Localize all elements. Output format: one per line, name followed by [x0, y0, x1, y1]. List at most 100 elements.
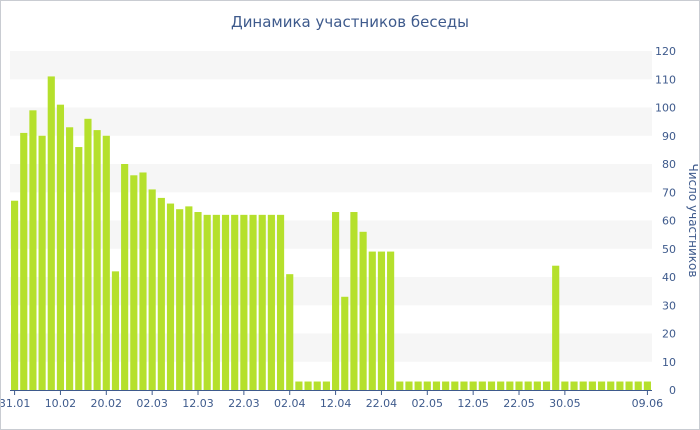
bar: [469, 381, 477, 390]
grid-band: [10, 51, 652, 80]
bar: [240, 214, 248, 390]
bar: [533, 381, 541, 390]
bar: [212, 214, 220, 390]
bar: [176, 209, 184, 390]
x-tick-label: 12.05: [457, 397, 489, 410]
grid-band: [10, 220, 652, 249]
bar: [258, 214, 266, 390]
x-tick-label: 02.05: [412, 397, 444, 410]
bar: [313, 381, 321, 390]
bar: [478, 381, 486, 390]
bar: [47, 76, 55, 391]
bar: [414, 381, 422, 390]
bar: [157, 197, 165, 390]
bar: [11, 200, 19, 390]
bar: [597, 381, 606, 390]
bar: [267, 214, 275, 390]
bar: [515, 381, 523, 390]
x-tick-label: 09.06: [632, 397, 664, 410]
bar: [432, 381, 441, 390]
bar: [139, 172, 147, 390]
x-tick-label: 20.02: [91, 397, 123, 410]
bar: [643, 381, 651, 390]
bar: [396, 381, 404, 390]
bar: [231, 214, 239, 390]
bar: [56, 104, 65, 391]
bar: [286, 274, 294, 390]
bar: [166, 203, 175, 390]
bar: [377, 251, 386, 390]
x-tick-label: 31.01: [1, 397, 30, 410]
bar: [497, 381, 505, 390]
x-tick-label: 02.04: [274, 397, 306, 410]
y-tick-label: 60: [662, 215, 676, 228]
bar: [66, 127, 74, 391]
bar: [304, 381, 312, 390]
bar: [93, 130, 101, 390]
x-tick-label: 22.05: [503, 397, 535, 410]
bar: [524, 381, 532, 390]
y-tick-label: 120: [655, 45, 676, 58]
y-tick-label: 40: [662, 271, 676, 284]
bar: [29, 110, 37, 390]
y-tick-label: 90: [662, 130, 676, 143]
bar: [634, 381, 642, 390]
bar: [84, 118, 92, 391]
bar: [451, 381, 459, 390]
bar: [20, 132, 28, 391]
bar: [607, 381, 615, 390]
bar: [359, 231, 367, 390]
y-tick-label: 30: [662, 299, 676, 312]
grid-band: [10, 164, 652, 193]
bar: [249, 214, 257, 390]
bar: [221, 214, 230, 390]
bar: [350, 212, 358, 390]
x-tick-label: 12.04: [320, 397, 352, 410]
x-tick-label: 30.05: [549, 397, 581, 410]
y-tick-label: 50: [662, 243, 676, 256]
y-tick-label: 10: [662, 356, 676, 369]
y-tick-label: 70: [662, 186, 676, 199]
y-tick-label: 80: [662, 158, 676, 171]
y-tick-label: 0: [669, 384, 676, 397]
bar: [588, 381, 596, 390]
bar: [111, 271, 120, 390]
bar: [130, 175, 138, 390]
bar: [542, 381, 551, 390]
y-tick-label: 20: [662, 328, 676, 341]
x-tick-label: 22.03: [228, 397, 260, 410]
bar: [616, 381, 624, 390]
x-tick-label: 12.03: [182, 397, 214, 410]
bar: [552, 265, 560, 390]
x-tick-label: 10.02: [45, 397, 77, 410]
bar: [276, 214, 285, 390]
bar: [368, 251, 376, 390]
bar: [423, 381, 431, 390]
grid-band: [10, 107, 652, 136]
bar: [387, 251, 395, 390]
bar: [625, 381, 633, 390]
bar: [332, 212, 340, 390]
bar: [341, 296, 349, 390]
x-tick-label: 02.03: [136, 397, 168, 410]
x-tick-label: 22.04: [366, 397, 398, 410]
chart-title: Динамика участников беседы: [230, 13, 470, 31]
bar: [561, 381, 569, 390]
bar: [506, 381, 514, 390]
bar: [460, 381, 468, 390]
y-tick-label: 110: [655, 73, 676, 86]
bar: [487, 381, 496, 390]
bar: [75, 147, 83, 390]
y-axis-label: Число участников: [686, 164, 699, 278]
bar: [38, 135, 46, 390]
bar: [121, 164, 129, 390]
bar: [322, 381, 330, 390]
bar: [405, 381, 413, 390]
bar: [579, 381, 587, 390]
bar: [442, 381, 450, 390]
bar: [148, 189, 156, 390]
bar: [185, 206, 193, 390]
y-tick-label: 100: [655, 102, 676, 115]
